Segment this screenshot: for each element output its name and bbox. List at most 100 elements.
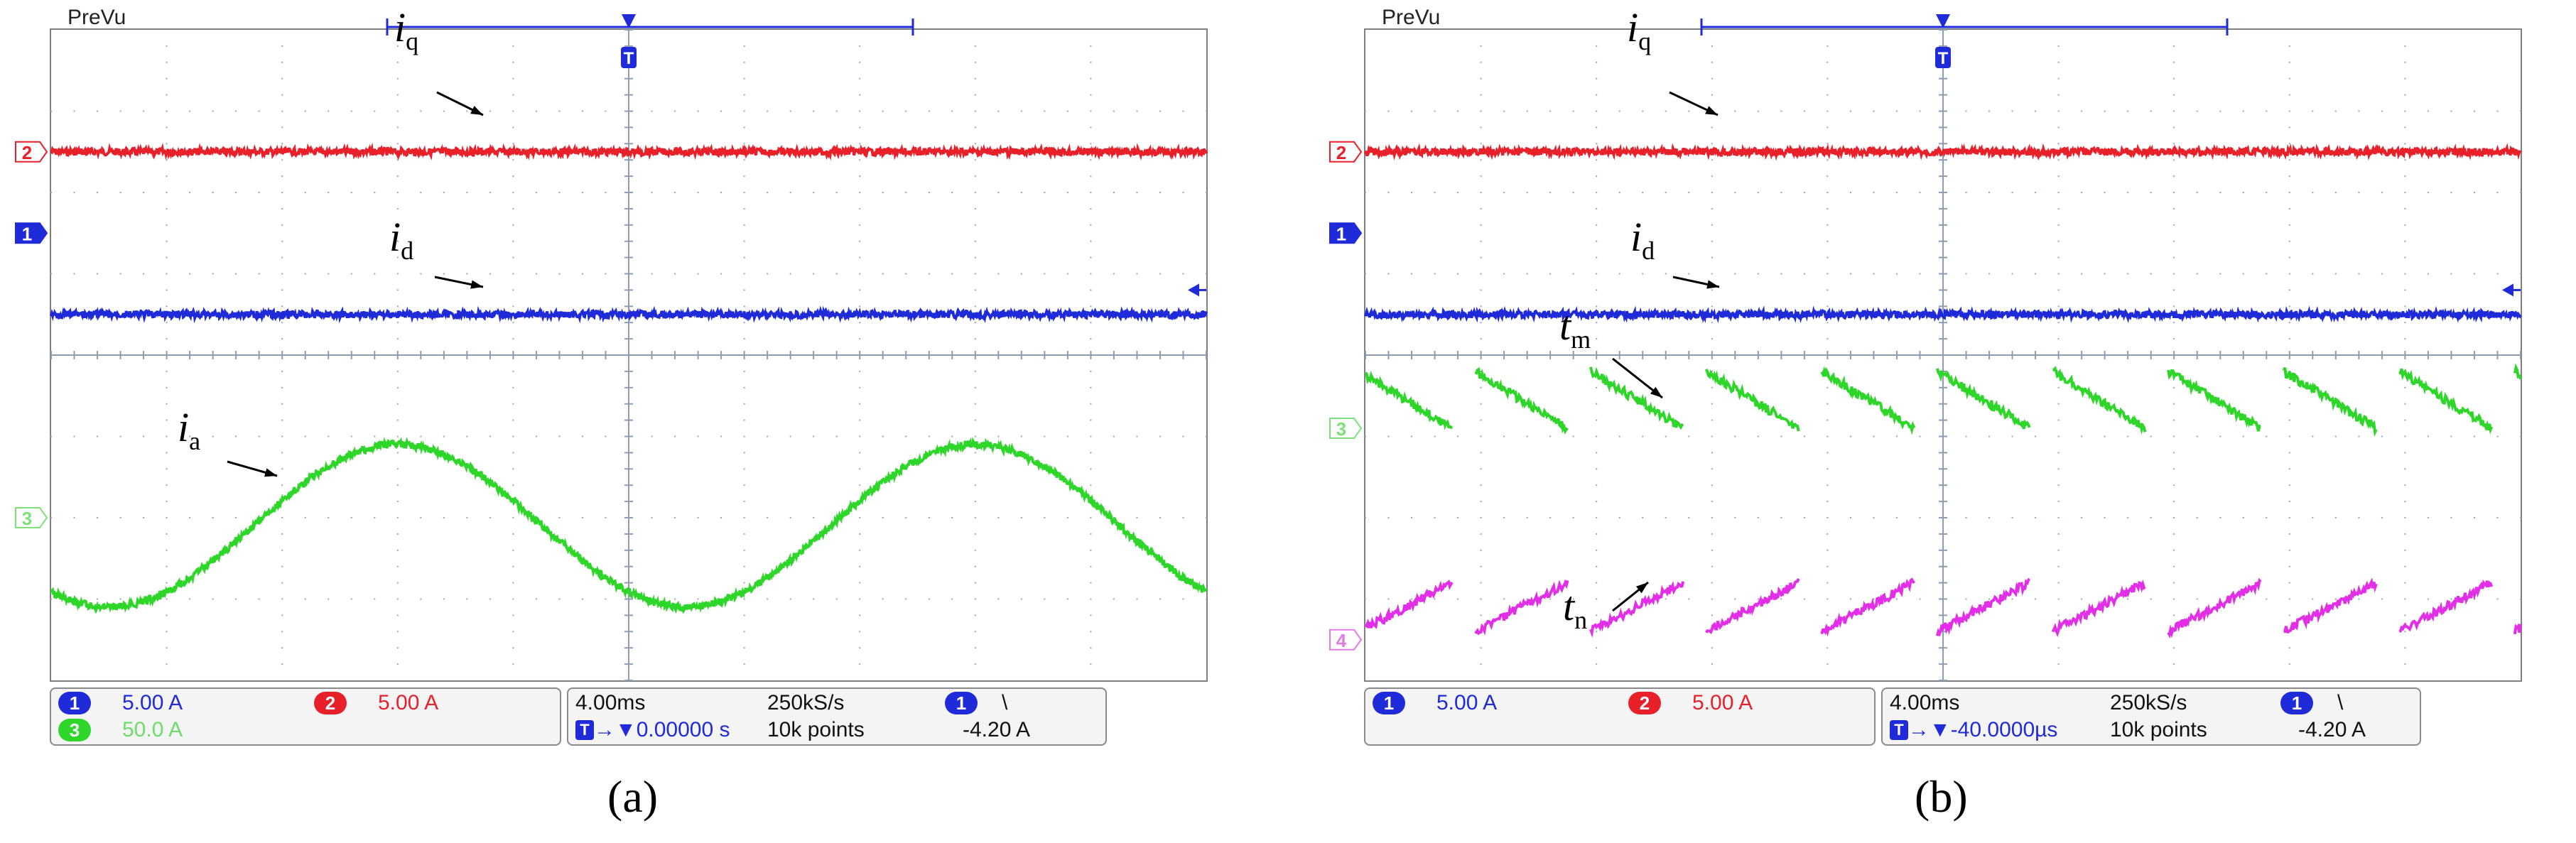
channel-4-ground-marker <box>1329 629 1363 651</box>
ch1-badge: 1 <box>1373 692 1405 714</box>
series-tn-segment <box>1935 577 2030 637</box>
trigger-position: T →▼0.00000 s <box>575 718 730 742</box>
annotation-arrow-0-head <box>470 105 483 115</box>
annotation-arrow-2-head <box>264 468 277 477</box>
ch2-badge: 2 <box>1628 692 1661 714</box>
channel-2-ground-marker <box>15 141 48 163</box>
timebase-panel-a: 4.00ms 250kS/s T →▼0.00000 s 10k points 1… <box>567 687 1107 746</box>
series-tm-segment <box>1474 366 1569 435</box>
channel-4-ground-marker-label: 4 <box>1336 630 1347 651</box>
annotation-arrow-2-head <box>1650 386 1662 398</box>
timebase: 4.00ms <box>1890 691 1960 714</box>
trigger-position-marker <box>1935 47 1951 68</box>
series-id <box>50 305 1208 324</box>
timebase: 4.00ms <box>575 691 646 714</box>
series-tn-segment <box>2051 579 2146 638</box>
series-ia <box>50 437 1208 614</box>
trigger-channel-badge: 1 <box>2280 692 2313 714</box>
annotation-ia-a: ia <box>178 404 201 455</box>
annotation-id-a: id <box>389 214 414 265</box>
series-tn-segment <box>1705 578 1800 634</box>
sample-rate: 250kS/s <box>2110 691 2187 714</box>
series-tn-segment <box>2398 579 2494 633</box>
annotation-tn-b: tn <box>1563 583 1588 634</box>
channel-scale-panel-a: 1 5.00 A 2 5.00 A 3 50.0 A <box>50 687 561 746</box>
trigger-level: -4.20 A <box>963 718 1031 741</box>
series-tn-segment <box>2283 577 2378 633</box>
trigger-position: T →▼-40.0000µs <box>1890 718 2057 742</box>
channel-scale-panel-b: 1 5.00 A 2 5.00 A <box>1364 687 1876 746</box>
prevu-label: PreVu <box>1382 6 1441 29</box>
annotation-arrow-1-head <box>1706 280 1719 289</box>
series-tm-segment <box>1820 366 1916 435</box>
channel-3-ground-marker <box>1329 418 1363 440</box>
trigger-position-marker-label: T <box>624 49 634 68</box>
ch3-scale: 50.0 A <box>122 718 183 741</box>
trigger-level: -4.20 A <box>2298 718 2366 741</box>
channel-2-ground-marker-label: 2 <box>1336 142 1346 163</box>
series-tn-segment <box>2513 623 2522 635</box>
annotation-arrow-1-head <box>470 280 483 289</box>
timebase-panel-b: 4.00ms 250kS/s T →▼-40.0000µs 10k points … <box>1881 687 2421 746</box>
annotation-id-b: id <box>1630 214 1655 265</box>
sample-rate: 250kS/s <box>767 691 845 714</box>
ch2-scale: 5.00 A <box>1692 691 1753 714</box>
series-tm-segment <box>2282 366 2378 437</box>
series-tm-segment <box>2513 363 2522 380</box>
ch3-badge: 3 <box>58 719 91 741</box>
trigger-level-marker <box>2502 283 2513 297</box>
series-tm-segment <box>2398 368 2494 435</box>
series-tm-segment <box>1935 368 2031 430</box>
series-tn-segment <box>1820 577 1916 637</box>
channel-3-ground-marker-label: 3 <box>22 508 32 529</box>
ch1-scale: 5.00 A <box>122 691 183 714</box>
trigger-position-marker-label: T <box>1938 49 1949 68</box>
trigger-channel-badge: 1 <box>945 692 978 714</box>
series-tm-segment <box>1704 369 1800 432</box>
prevu-label: PreVu <box>67 6 126 29</box>
channel-1-ground-marker-label: 1 <box>1336 223 1346 244</box>
channel-2-ground-marker <box>1329 141 1363 163</box>
trigger-level-marker <box>1188 283 1199 297</box>
annotation-arrow-3-head <box>1635 582 1648 594</box>
series-iq <box>50 143 1208 161</box>
trigger-slope-icon: \ <box>1002 691 1008 714</box>
ch1-badge: 1 <box>58 692 91 714</box>
channel-3-ground-marker <box>15 507 48 528</box>
series-iq <box>1364 143 2522 161</box>
channel-1-ground-marker <box>1329 222 1363 244</box>
series-tm-segment <box>2167 369 2261 432</box>
series-tn-segment <box>1474 579 1569 636</box>
scope-panel-a: PreVu T 2 1 3 iq id ia 1 5.00 A 2 5.00 A 3 … <box>0 0 1208 843</box>
trigger-slope-icon: \ <box>2337 691 2344 714</box>
scope-panel-b: PreVu T 2 1 3 4 iq id tm tn 1 5.00 A 2 5.00 … <box>1314 0 2522 843</box>
channel-1-ground-marker-label: 1 <box>22 223 32 244</box>
series-tn-segment <box>1589 581 1685 638</box>
ch1-scale: 5.00 A <box>1436 691 1498 714</box>
trigger-t-icon: T <box>575 720 594 740</box>
annotation-iq-b: iq <box>1627 4 1652 55</box>
ch2-scale: 5.00 A <box>378 691 439 714</box>
trigger-point-marker <box>1936 14 1950 28</box>
waveform-plot-b: T 2 1 3 4 <box>1329 14 2522 681</box>
ch2-badge: 2 <box>314 692 347 714</box>
waveform-plot-a: T 2 1 3 <box>15 14 1208 681</box>
series-tm-segment <box>1589 366 1684 430</box>
channel-2-ground-marker-label: 2 <box>22 142 32 163</box>
channel-1-ground-marker <box>15 222 48 244</box>
trigger-t-icon: T <box>1890 720 1908 740</box>
record-length: 10k points <box>2110 718 2207 741</box>
panel-label-a: (a) <box>607 771 659 822</box>
series-tn-segment <box>2167 577 2262 639</box>
series-id <box>1364 305 2522 324</box>
trigger-point-marker <box>622 14 636 28</box>
series-tn-segment <box>1364 579 1454 629</box>
trigger-position-marker <box>621 47 637 68</box>
channel-3-ground-marker-label: 3 <box>1336 418 1346 440</box>
series-tm-segment <box>1364 371 1454 430</box>
annotation-tm-b: tm <box>1559 303 1591 354</box>
series-tm-segment <box>2052 366 2147 435</box>
annotation-arrow-0-head <box>1705 106 1718 115</box>
record-length: 10k points <box>767 718 865 741</box>
panel-label-b: (b) <box>1915 771 1968 822</box>
